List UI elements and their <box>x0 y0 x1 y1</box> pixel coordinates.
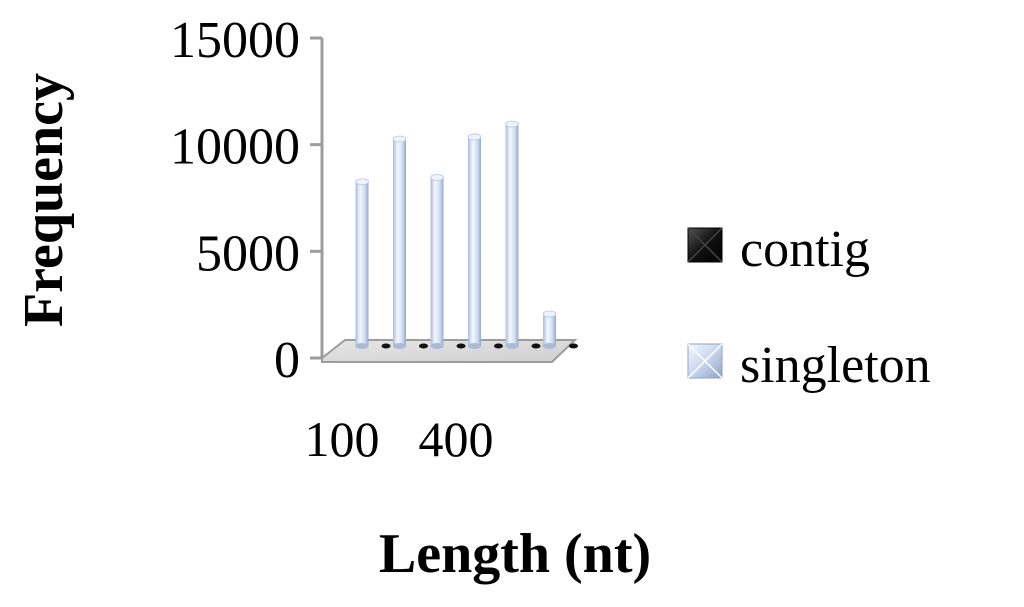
bar-singleton <box>392 135 407 349</box>
legend: contig singleton <box>687 221 931 394</box>
legend-label-singleton: singleton <box>740 337 931 394</box>
legend-entry-contig: contig <box>687 221 870 278</box>
bar-contig <box>531 343 541 349</box>
bar-singleton-body <box>355 181 369 346</box>
y-tick-label: 15000 <box>170 12 300 69</box>
bar-contig <box>569 343 578 349</box>
bar-singleton-base <box>393 343 406 349</box>
y-axis-label: Frequency <box>13 73 75 327</box>
bar-singleton-base <box>468 343 481 349</box>
legend-swatch-singleton-facet <box>687 343 723 379</box>
bar-singleton <box>355 178 369 349</box>
bar-singleton <box>542 310 557 349</box>
bar-singleton-base <box>355 343 369 349</box>
bar-singleton-body <box>430 177 444 346</box>
bar-singleton-base <box>543 343 556 349</box>
legend-label-contig: contig <box>740 221 870 278</box>
bar-contig <box>494 343 503 349</box>
y-tick-label: 5000 <box>196 225 300 282</box>
bar-singleton-top <box>542 310 557 318</box>
legend-entry-singleton: singleton <box>687 337 931 394</box>
bar-singleton <box>467 133 482 349</box>
bar-contig <box>456 343 466 349</box>
y-tick-label: 0 <box>274 332 300 389</box>
bar-singleton-top <box>392 135 407 143</box>
bar-singleton-top <box>355 178 369 186</box>
bar-singleton-body <box>393 139 406 346</box>
bar-singleton-body <box>468 136 481 346</box>
y-tick-label: 10000 <box>170 119 300 176</box>
bar-contig <box>419 343 428 349</box>
bar-singleton <box>430 174 444 349</box>
bar-singleton <box>505 120 519 349</box>
bar-singleton-body <box>505 124 519 346</box>
bar-contig <box>381 343 391 349</box>
bar-singleton-body <box>543 314 556 346</box>
bar-singleton-top <box>430 174 444 181</box>
x-tick-label: 100 <box>305 411 380 467</box>
bar-singleton-base <box>430 343 444 349</box>
bar-singleton-top <box>505 120 519 128</box>
x-tick-label: 400 <box>419 411 494 467</box>
bar-singleton-top <box>467 133 482 141</box>
legend-swatch-contig-facet <box>687 227 723 263</box>
bar-singleton-base <box>505 343 519 349</box>
x-axis-label: Length (nt) <box>379 523 651 585</box>
